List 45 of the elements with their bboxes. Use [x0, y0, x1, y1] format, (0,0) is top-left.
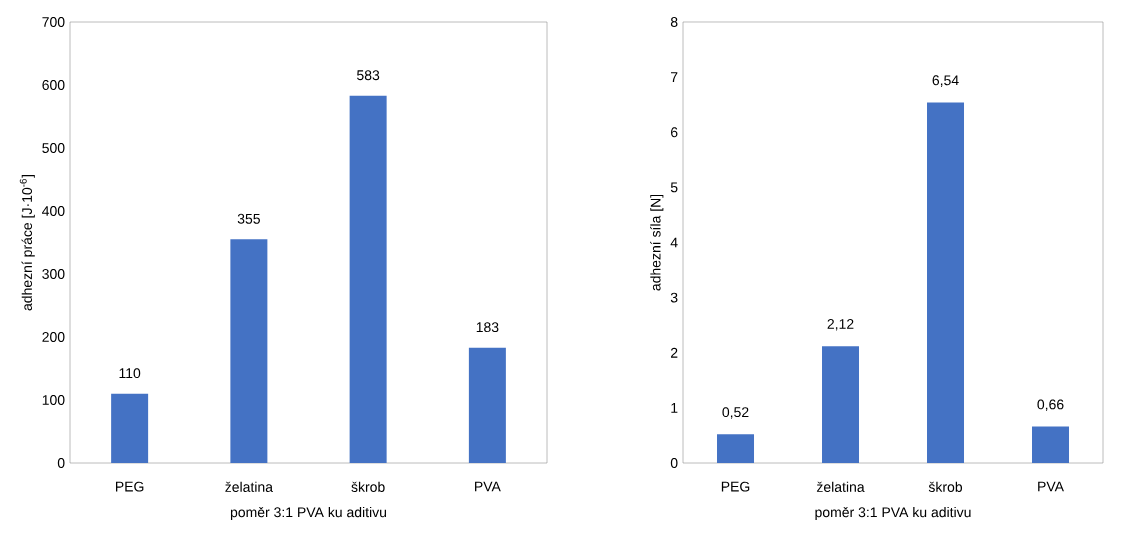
y-tick-label: 4: [670, 237, 678, 248]
data-label: 0,52: [722, 407, 749, 419]
y-tick-label: 0: [670, 458, 678, 468]
x-tick-label: PVA: [475, 481, 501, 492]
x-axis-title: poměr 3:1 PVA ku aditivu: [230, 506, 387, 520]
x-tick-label: želatina: [225, 481, 273, 492]
bar: [822, 346, 860, 463]
y-tick-label: 600: [42, 80, 65, 90]
x-tick-label: škrob: [928, 481, 963, 492]
x-tick-label: PVA: [1038, 481, 1064, 492]
y-tick-label: 8: [670, 17, 678, 27]
y-tick-label: 200: [42, 332, 65, 342]
data-label: 6,54: [932, 75, 959, 87]
y-tick-label: 500: [42, 143, 65, 153]
bar: [111, 393, 149, 463]
y-tick-label: 2: [671, 347, 678, 358]
x-tick-label: PEG: [116, 481, 144, 492]
data-label: 355: [237, 213, 260, 224]
y-tick-label: 300: [42, 269, 65, 279]
y-axis-title: adhezní práce [J·10$^{-6}$]: [19, 175, 35, 311]
bar: [927, 102, 965, 463]
data-label: 2,12: [827, 318, 854, 331]
y-tick-label: 700: [42, 17, 65, 27]
data-label: 110: [119, 368, 141, 379]
y-tick-label: 400: [42, 206, 65, 216]
y-tick-label: 0: [57, 458, 65, 468]
data-label: 0,66: [1037, 399, 1064, 412]
data-label: 583: [357, 70, 380, 81]
y-axis-title: adhezní síla [N]: [650, 194, 664, 291]
x-tick-label: PEG: [721, 481, 750, 492]
y-tick-label: 7: [671, 72, 678, 82]
y-tick-label: 100: [42, 395, 65, 405]
x-tick-label: želatina: [816, 481, 865, 492]
y-tick-label: 5: [670, 182, 678, 193]
x-tick-label: škrob: [351, 481, 385, 492]
y-tick-label: 6: [671, 127, 678, 138]
bar: [349, 95, 387, 463]
bar: [1032, 426, 1070, 463]
bar: [468, 347, 506, 463]
data-label: 183: [476, 322, 499, 333]
y-tick-label: 1: [671, 403, 678, 413]
bar: [717, 434, 755, 463]
x-axis-title: poměr 3:1 PVA ku aditivu: [815, 506, 971, 520]
y-tick-label: 3: [670, 292, 678, 303]
bar: [230, 239, 268, 463]
